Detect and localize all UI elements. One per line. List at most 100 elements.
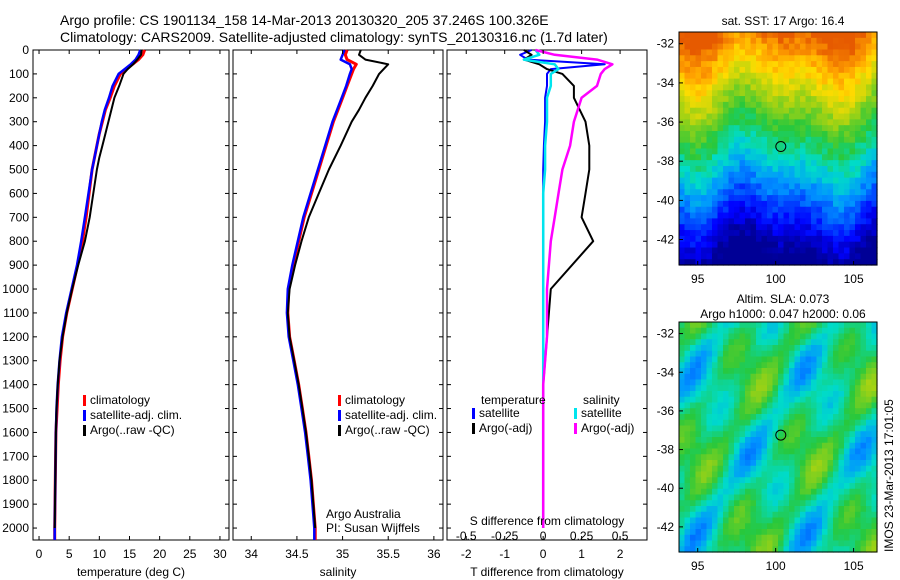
map-cell [750, 362, 757, 369]
map-cell [690, 506, 697, 513]
map-cell [739, 177, 746, 185]
map-cell [871, 200, 878, 208]
map-cell [816, 113, 823, 120]
series-line-salinity-argo-adj- [535, 48, 614, 528]
map-cell [805, 61, 812, 68]
map-cell [679, 368, 686, 375]
map-cell [745, 523, 752, 530]
map-cell [690, 471, 697, 478]
map-cell [745, 511, 752, 519]
map-cell [712, 78, 719, 86]
map-cell [789, 125, 796, 132]
map-cell [701, 408, 708, 415]
map-cell [723, 379, 730, 386]
map-cell [811, 488, 818, 496]
map-cell [794, 546, 801, 553]
map-cell [816, 517, 823, 524]
map-cell [811, 483, 818, 490]
map-cell [800, 437, 807, 444]
map-cell [679, 212, 686, 219]
map-cell [684, 448, 691, 455]
map-cell [767, 442, 774, 450]
map-cell [690, 32, 697, 39]
map-cell [838, 241, 845, 249]
map-cell [778, 540, 785, 547]
map-cell [734, 511, 741, 519]
map-cell [816, 373, 823, 381]
map-cell [866, 160, 873, 167]
map-cell [833, 419, 840, 427]
map-cell [811, 373, 818, 381]
map-cell [778, 460, 785, 467]
map-cell [772, 148, 779, 155]
map-cell [794, 414, 801, 421]
map-cell [838, 189, 845, 196]
map-cell [728, 442, 735, 450]
map-x-tick-label: 105 [844, 272, 864, 286]
map-cell [717, 200, 724, 208]
map-cell [816, 477, 823, 484]
map-cell [712, 350, 719, 358]
map-cell [690, 356, 697, 363]
map-cell [695, 339, 702, 346]
legend-entry: climatology [345, 393, 405, 407]
map-cell [690, 259, 697, 266]
map-cell [756, 72, 763, 80]
map-cell [756, 131, 763, 138]
map-cell [706, 448, 713, 455]
map-cell [871, 437, 878, 444]
map-cell [866, 200, 873, 208]
map-cell [833, 431, 840, 438]
map-cell [767, 142, 774, 150]
map-cell [860, 241, 867, 249]
map-cell [712, 465, 719, 473]
map-cell [728, 529, 735, 536]
map-cell [679, 540, 686, 547]
map-cell [783, 465, 790, 473]
map-cell [778, 465, 785, 473]
map-cell [723, 511, 730, 519]
map-cell [838, 43, 845, 51]
map-cell [783, 84, 790, 91]
map-cell [695, 327, 702, 335]
map-cell [833, 113, 840, 120]
map-cell [695, 107, 702, 115]
map-cell [739, 379, 746, 386]
map-cell [838, 442, 845, 450]
map-cell [679, 136, 686, 144]
map-cell [844, 200, 851, 208]
map-cell [816, 506, 823, 513]
map-cell [789, 431, 796, 438]
map-cell [706, 165, 713, 173]
map-cell [739, 101, 746, 109]
map-cell [701, 396, 708, 404]
map-cell [734, 66, 741, 74]
map-cell [838, 454, 845, 461]
map-cell [756, 511, 763, 519]
map-cell [855, 247, 862, 254]
map-cell [827, 345, 834, 352]
map-cell [684, 460, 691, 467]
map-cell [750, 78, 757, 86]
map-cell [734, 212, 741, 219]
map-cell [866, 206, 873, 214]
map-cell [717, 183, 724, 190]
map-cell [772, 477, 779, 484]
map-cell [739, 523, 746, 530]
map-cell [767, 425, 774, 432]
map-cell [717, 327, 724, 335]
map-cell [712, 125, 719, 132]
map-cell [866, 125, 873, 132]
map-cell [778, 408, 785, 415]
map-cell [800, 465, 807, 473]
map-cell [701, 494, 708, 501]
map-cell [811, 148, 818, 155]
map-cell [794, 540, 801, 547]
map-cell [728, 32, 735, 39]
map-cell [750, 471, 757, 478]
map-cell [838, 356, 845, 363]
map-cell [789, 183, 796, 190]
map-cell [800, 483, 807, 490]
map-cell [805, 160, 812, 167]
map-cell [855, 391, 862, 398]
